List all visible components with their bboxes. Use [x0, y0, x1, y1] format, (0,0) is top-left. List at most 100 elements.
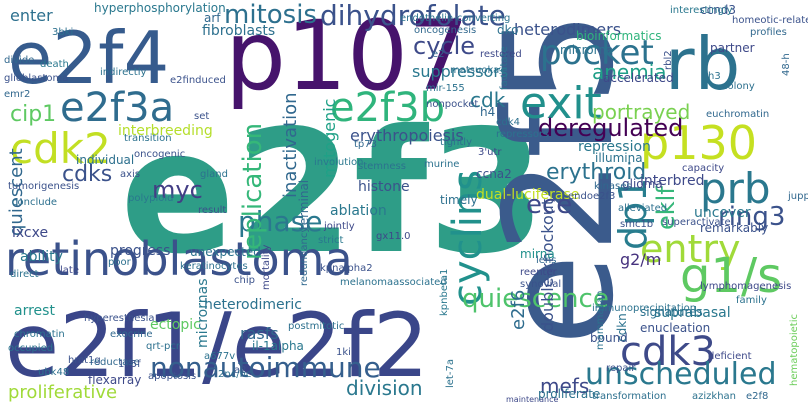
- word: e2f3b: [330, 85, 445, 131]
- word: il-1alpha: [252, 339, 304, 353]
- word: a2: [234, 365, 247, 376]
- word: dko: [497, 23, 519, 37]
- word: stemness: [358, 161, 406, 172]
- word: kpnalpha2: [320, 263, 373, 274]
- word: conclude: [12, 197, 58, 208]
- word: ccnd3: [700, 3, 737, 17]
- word: poor: [108, 257, 131, 268]
- word: restored: [480, 49, 522, 60]
- word: gland: [200, 169, 228, 180]
- word: portrayed: [592, 100, 691, 124]
- word: a677v: [204, 351, 236, 362]
- word: enucleation: [640, 321, 711, 335]
- word: euchromatin: [706, 109, 770, 120]
- word: nonautoimmune: [150, 351, 381, 384]
- word: jointly: [324, 221, 355, 232]
- word: homeotic-related: [732, 15, 808, 26]
- word: rb: [665, 22, 741, 106]
- word: e2: [432, 49, 445, 60]
- word: partner: [710, 41, 755, 55]
- word: fibroblasts: [202, 23, 276, 39]
- word: e2finduced: [170, 75, 226, 86]
- word: 175f: [118, 359, 141, 370]
- word: tightly: [440, 137, 473, 148]
- word: azizkhan: [692, 391, 736, 402]
- word: cdk: [470, 88, 506, 112]
- word: erythropoiesis: [350, 126, 464, 145]
- word: smc1b: [620, 219, 654, 230]
- word: unexpected: [190, 245, 261, 259]
- word: apoptosis: [148, 371, 197, 382]
- word: redundancy: [299, 226, 310, 286]
- word: transition: [124, 133, 172, 144]
- word: mitosis: [224, 0, 317, 30]
- word: endoe2f3: [568, 191, 616, 202]
- word: proliferate: [538, 387, 601, 401]
- word: dual-luciferase: [476, 187, 580, 203]
- word: prb: [700, 164, 771, 213]
- word: interestingly: [670, 5, 733, 16]
- word: divide: [4, 55, 35, 66]
- word: polyploid: [128, 193, 174, 204]
- word: hematopoietic: [789, 314, 800, 386]
- word: mammalian: [595, 290, 606, 350]
- word: unscheduled: [585, 357, 777, 392]
- word: micrornas: [195, 278, 211, 349]
- word: emr2: [4, 89, 31, 100]
- word: mefs: [540, 374, 590, 398]
- word: superactivate: [662, 217, 731, 228]
- word: h4: [480, 105, 496, 119]
- word: remarkably: [700, 221, 769, 235]
- word: arf: [204, 11, 221, 25]
- word: mirna: [520, 247, 555, 261]
- word: 48-h: [781, 53, 792, 76]
- word: histone: [358, 179, 410, 195]
- word: oncogenesis: [414, 25, 477, 36]
- word: accelerated: [603, 71, 674, 85]
- word: hyperphosphorylation: [94, 1, 226, 15]
- word: glioblastoma: [4, 73, 69, 84]
- word: gx11.0: [376, 231, 411, 242]
- word: 3'utr: [478, 147, 502, 158]
- word: let-7a: [445, 359, 456, 388]
- word: signatures: [640, 305, 703, 319]
- word: indirectly: [100, 67, 147, 78]
- word: anemia: [592, 60, 667, 84]
- word: kpnbeta1: [439, 268, 450, 316]
- word: suppressors: [412, 62, 509, 81]
- word: cycle: [413, 32, 476, 60]
- word: bioinformatics: [576, 29, 662, 43]
- word: flexarray: [88, 373, 142, 387]
- word: replication: [238, 122, 268, 260]
- word: immunoprecipitation: [592, 303, 697, 314]
- word: division: [346, 376, 423, 400]
- word: e2f3: [120, 94, 546, 292]
- word: matsuoka: [450, 65, 500, 76]
- word: erythroid: [546, 160, 647, 185]
- word: strict: [318, 235, 344, 246]
- word: oncogenic: [134, 149, 186, 160]
- word: p107: [225, 0, 470, 112]
- word: postmitotic: [288, 321, 345, 332]
- word: individual: [76, 153, 135, 167]
- word: proliferative: [8, 382, 118, 403]
- word: set: [194, 111, 210, 122]
- word: g1/s: [680, 248, 783, 304]
- word: timely: [440, 193, 478, 207]
- word: interbred: [640, 173, 705, 189]
- word: death: [40, 59, 69, 70]
- word: synovial: [520, 279, 562, 290]
- word: lxcxe: [12, 225, 49, 241]
- word: late: [60, 265, 79, 276]
- word: interbreeding: [118, 123, 213, 139]
- word: murine: [424, 159, 460, 170]
- word: repair: [606, 363, 636, 374]
- word: colony: [722, 81, 755, 92]
- word: transformation: [592, 391, 667, 402]
- word: microrna: [560, 43, 614, 57]
- word: rasfs: [240, 324, 279, 343]
- word: ectopic: [150, 317, 201, 333]
- word: phase: [238, 205, 323, 238]
- word: tumorigenesis: [8, 181, 80, 192]
